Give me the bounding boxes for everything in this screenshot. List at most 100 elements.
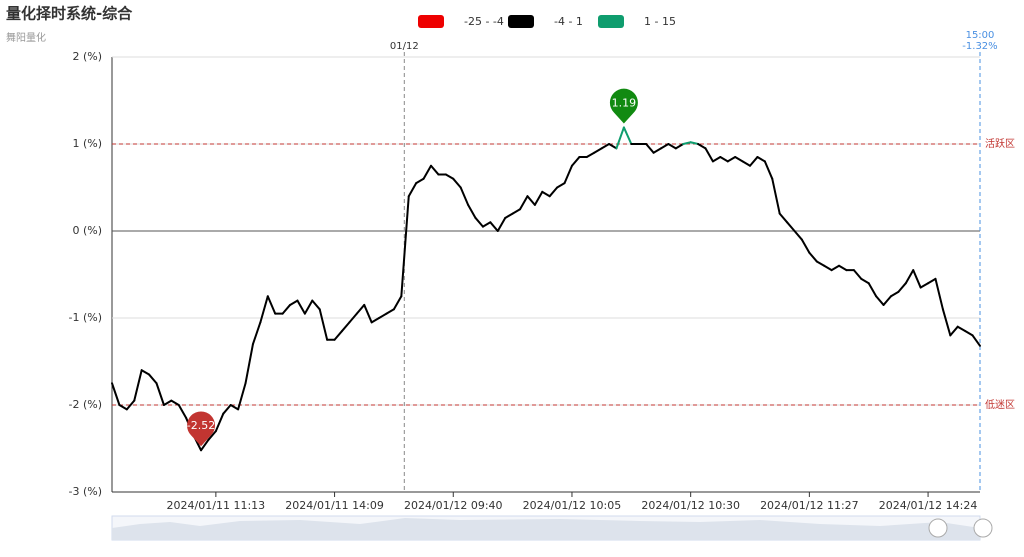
line-segment bbox=[622, 126, 633, 145]
line-segment bbox=[125, 399, 136, 411]
line-segment bbox=[949, 325, 959, 337]
legend-label: -25 - -4 bbox=[464, 15, 504, 28]
line-segment bbox=[214, 412, 225, 433]
line-segment bbox=[800, 238, 811, 254]
y-tick-label: 1 (%) bbox=[72, 137, 102, 150]
legend-label: 1 - 15 bbox=[644, 15, 676, 28]
line-segment bbox=[504, 212, 514, 219]
line-segment bbox=[489, 221, 499, 232]
line-segment bbox=[927, 277, 937, 285]
line-segment bbox=[526, 195, 536, 206]
line-segment bbox=[667, 143, 677, 150]
line-segment bbox=[415, 177, 425, 185]
line-segment bbox=[318, 308, 329, 341]
line-segment bbox=[133, 369, 143, 402]
line-segment bbox=[266, 295, 277, 315]
line-segment bbox=[711, 156, 722, 163]
line-segment bbox=[674, 143, 685, 150]
line-segment bbox=[340, 321, 351, 333]
marker-label: -2.52 bbox=[187, 419, 215, 432]
line-segment bbox=[964, 330, 974, 337]
line-segment bbox=[140, 369, 151, 376]
line-segment bbox=[385, 308, 395, 315]
line-segment bbox=[222, 404, 232, 415]
line-segment bbox=[763, 160, 774, 180]
date-divider-label: 01/12 bbox=[390, 41, 419, 52]
line-segment bbox=[726, 156, 737, 163]
line-segment bbox=[689, 141, 700, 145]
line-segment bbox=[882, 295, 892, 306]
line-segment bbox=[971, 334, 981, 347]
zoom-handle-left[interactable] bbox=[928, 518, 948, 538]
legend-label: -4 - 1 bbox=[554, 15, 583, 28]
line-segment bbox=[593, 147, 603, 154]
line-segment bbox=[867, 282, 878, 298]
line-segment bbox=[311, 299, 321, 311]
legend-swatch bbox=[418, 15, 444, 28]
line-segment bbox=[259, 295, 269, 324]
line-segment bbox=[889, 290, 900, 298]
line-segment bbox=[281, 303, 292, 315]
line-segment bbox=[741, 160, 752, 167]
line-segment bbox=[296, 299, 306, 315]
y-tick-label: -2 (%) bbox=[69, 398, 103, 411]
y-tick-label: 0 (%) bbox=[72, 224, 102, 237]
line-segment bbox=[474, 216, 484, 228]
line-segment bbox=[808, 251, 818, 263]
line-segment bbox=[585, 151, 596, 159]
line-segment bbox=[719, 156, 729, 163]
line-segment bbox=[111, 382, 121, 406]
line-segment bbox=[815, 260, 826, 267]
line-segment bbox=[615, 126, 625, 150]
y-tick-label: 2 (%) bbox=[72, 50, 102, 63]
line-segment bbox=[481, 221, 492, 228]
line-segment bbox=[904, 269, 915, 285]
line-segment bbox=[697, 143, 707, 150]
line-segment bbox=[519, 195, 529, 211]
line-segment bbox=[919, 282, 930, 289]
legend-swatch bbox=[598, 15, 624, 28]
end-time: 15:00 bbox=[966, 30, 995, 41]
line-segment bbox=[496, 216, 507, 232]
line-segment bbox=[207, 430, 217, 441]
line-segment bbox=[830, 264, 841, 272]
line-segment bbox=[400, 195, 410, 298]
data-zoom-preview bbox=[112, 518, 980, 540]
zoom-handle-right[interactable] bbox=[973, 518, 993, 538]
line-segment bbox=[303, 299, 314, 315]
line-segment bbox=[778, 212, 789, 224]
line-segment bbox=[771, 177, 781, 215]
line-segment bbox=[467, 203, 477, 219]
marker-pin bbox=[187, 411, 216, 447]
y-tick-label: -1 (%) bbox=[69, 311, 103, 324]
line-segment bbox=[860, 277, 870, 285]
line-segment bbox=[704, 147, 714, 163]
line-segment bbox=[941, 308, 952, 337]
line-segment bbox=[548, 186, 559, 198]
line-segment bbox=[459, 186, 470, 206]
chart-title: 量化择时系统-综合 bbox=[6, 5, 133, 23]
line-segment bbox=[912, 269, 922, 289]
legend-swatch bbox=[508, 15, 534, 28]
line-segment bbox=[348, 312, 358, 324]
line-segment bbox=[541, 190, 551, 198]
x-tick-label: 2024/01/11 14:09 bbox=[285, 499, 384, 512]
line-segment bbox=[378, 312, 388, 319]
line-segment bbox=[237, 382, 247, 411]
line-segment bbox=[875, 295, 885, 306]
zone-label: 活跃区 bbox=[985, 138, 1015, 150]
line-segment bbox=[407, 182, 418, 198]
y-tick-label: -3 (%) bbox=[69, 485, 103, 498]
x-tick-label: 2024/01/12 10:05 bbox=[523, 499, 622, 512]
line-segment bbox=[200, 438, 210, 452]
chart-subtitle: 舞阳量化 bbox=[6, 31, 46, 44]
line-segment bbox=[645, 143, 655, 154]
line-segment bbox=[422, 164, 433, 180]
line-segment bbox=[749, 156, 759, 167]
line-segment bbox=[251, 321, 262, 346]
line-segment bbox=[155, 382, 165, 406]
line-segment bbox=[556, 182, 566, 189]
line-segment bbox=[355, 303, 366, 315]
line-segment bbox=[756, 156, 766, 163]
